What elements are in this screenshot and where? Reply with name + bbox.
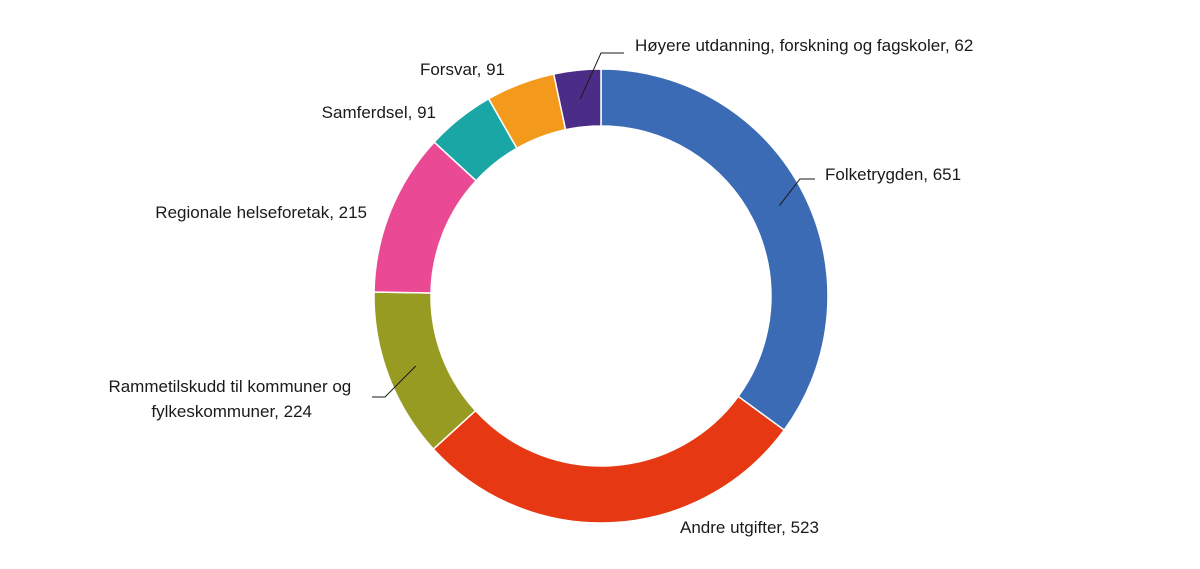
leader-hoyere-utdanning bbox=[579, 52, 624, 100]
slice-rammetilskudd-til-kommuner-og-fylkeskommuner bbox=[373, 291, 477, 451]
label-hoyere-utdanning: Høyere utdanning, forskning og fagskoler… bbox=[635, 36, 973, 55]
slice-andre-utgifter bbox=[432, 395, 786, 524]
leader-rammetilskudd bbox=[372, 365, 417, 398]
label-forsvar: Forsvar, 91 bbox=[420, 60, 505, 79]
leader-lines bbox=[372, 52, 815, 398]
leader-folketrygden bbox=[778, 178, 815, 206]
label-rammetilskudd-line1: Rammetilskudd til kommuner og bbox=[108, 377, 351, 396]
label-andre-utgifter: Andre utgifter, 523 bbox=[680, 518, 819, 537]
donut-slices bbox=[373, 68, 829, 524]
label-samferdsel: Samferdsel, 91 bbox=[322, 103, 436, 122]
label-regionale-helseforetak: Regionale helseforetak, 215 bbox=[155, 203, 367, 222]
slice-folketrygden bbox=[600, 68, 829, 432]
label-folketrygden: Folketrygden, 651 bbox=[825, 165, 961, 184]
slice-høyere-utdanning-forskning-og-fagskoler bbox=[552, 68, 602, 131]
label-rammetilskudd: Rammetilskudd til kommuner og fylkeskomm… bbox=[108, 377, 356, 421]
label-rammetilskudd-line2: fylkeskommuner, 224 bbox=[151, 402, 312, 421]
